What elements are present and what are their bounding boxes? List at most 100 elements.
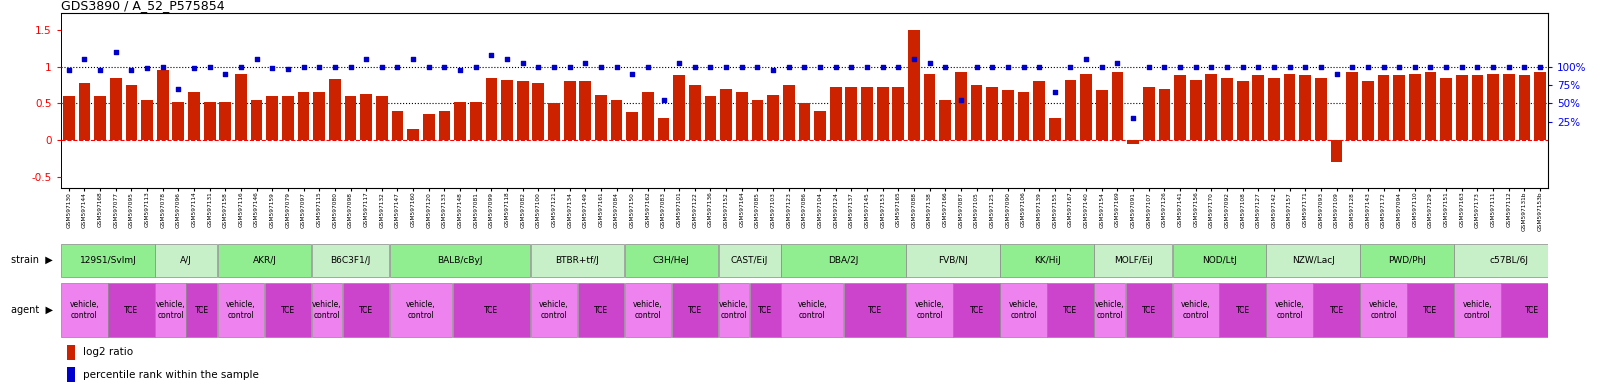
Point <box>1527 63 1553 70</box>
Bar <box>954 73 967 140</box>
Bar <box>1267 244 1360 276</box>
Point <box>1402 63 1428 70</box>
Bar <box>220 102 231 140</box>
Text: FVB/NJ: FVB/NJ <box>938 256 967 265</box>
Bar <box>781 244 906 276</box>
Text: NZW/LacJ: NZW/LacJ <box>1291 256 1335 265</box>
Point <box>839 63 865 70</box>
Point <box>87 67 112 73</box>
Point <box>823 63 849 70</box>
Bar <box>892 87 905 140</box>
Bar <box>1190 80 1201 140</box>
Text: BALB/cByJ: BALB/cByJ <box>438 256 483 265</box>
Bar <box>438 111 451 140</box>
Point <box>666 60 691 66</box>
Text: TCE: TCE <box>868 306 882 314</box>
Bar <box>298 92 310 140</box>
Point <box>526 63 552 70</box>
Text: TCE: TCE <box>1235 306 1250 314</box>
Text: vehicle,
control: vehicle, control <box>1463 300 1492 320</box>
Bar <box>1299 75 1310 140</box>
Bar <box>1219 283 1266 337</box>
Point <box>589 63 614 70</box>
Text: 129S1/SvImJ: 129S1/SvImJ <box>80 256 136 265</box>
Point <box>1011 63 1036 70</box>
Bar <box>265 283 311 337</box>
Bar <box>1315 78 1327 140</box>
Bar <box>313 92 326 140</box>
Text: TCE: TCE <box>1423 306 1437 314</box>
Bar <box>1112 73 1123 140</box>
Bar <box>549 103 560 140</box>
Bar <box>186 283 217 337</box>
Bar <box>704 96 717 140</box>
Point <box>338 63 364 70</box>
Bar <box>1002 90 1014 140</box>
Point <box>603 63 629 70</box>
Bar <box>642 92 654 140</box>
Point <box>1480 63 1506 70</box>
Bar <box>986 87 998 140</box>
Point <box>181 65 207 71</box>
Bar <box>970 85 982 140</box>
Point <box>948 97 974 103</box>
Point <box>651 97 677 103</box>
Bar <box>1033 81 1046 140</box>
Bar <box>266 96 277 140</box>
Point <box>619 71 645 77</box>
Bar <box>1047 283 1094 337</box>
Point <box>1230 63 1256 70</box>
Text: TCE: TCE <box>1330 306 1344 314</box>
Bar <box>815 111 826 140</box>
Point <box>494 56 520 62</box>
Bar <box>1455 283 1501 337</box>
Bar <box>1173 283 1219 337</box>
Text: vehicle,
control: vehicle, control <box>634 300 662 320</box>
Bar <box>1346 73 1359 140</box>
Point <box>1027 63 1052 70</box>
Bar <box>1158 89 1171 140</box>
Bar <box>95 96 106 140</box>
Bar <box>1503 74 1514 140</box>
Bar <box>658 118 669 140</box>
Bar <box>1094 283 1124 337</box>
Bar <box>1408 74 1421 140</box>
Bar <box>595 94 606 140</box>
Bar <box>1519 75 1530 140</box>
Bar <box>719 283 749 337</box>
Bar <box>500 80 513 140</box>
Point <box>369 63 395 70</box>
Bar <box>736 92 747 140</box>
Bar <box>1407 283 1453 337</box>
Bar <box>141 100 152 140</box>
Text: TCE: TCE <box>1063 306 1078 314</box>
Bar <box>345 96 356 140</box>
Point <box>1198 63 1224 70</box>
Text: vehicle,
control: vehicle, control <box>313 300 342 320</box>
Point <box>1152 63 1177 70</box>
Bar <box>1206 74 1217 140</box>
Bar <box>906 244 999 276</box>
Bar <box>516 81 529 140</box>
Bar <box>61 244 154 276</box>
Bar <box>1253 75 1264 140</box>
Point <box>464 63 489 70</box>
Bar <box>1096 90 1108 140</box>
Point <box>932 63 958 70</box>
Point <box>1323 71 1349 77</box>
Bar <box>1456 75 1468 140</box>
Bar <box>531 283 577 337</box>
Point <box>1434 63 1460 70</box>
Text: TCE: TCE <box>593 306 608 314</box>
Point <box>260 65 286 71</box>
Bar <box>924 74 935 140</box>
Bar <box>156 244 217 276</box>
Point <box>1245 63 1270 70</box>
Bar <box>624 244 719 276</box>
Bar <box>577 283 624 337</box>
Text: c57BL/6J: c57BL/6J <box>1489 256 1529 265</box>
Bar <box>204 102 215 140</box>
Bar <box>390 244 531 276</box>
Point <box>149 63 175 70</box>
Text: agent  ▶: agent ▶ <box>11 305 53 315</box>
